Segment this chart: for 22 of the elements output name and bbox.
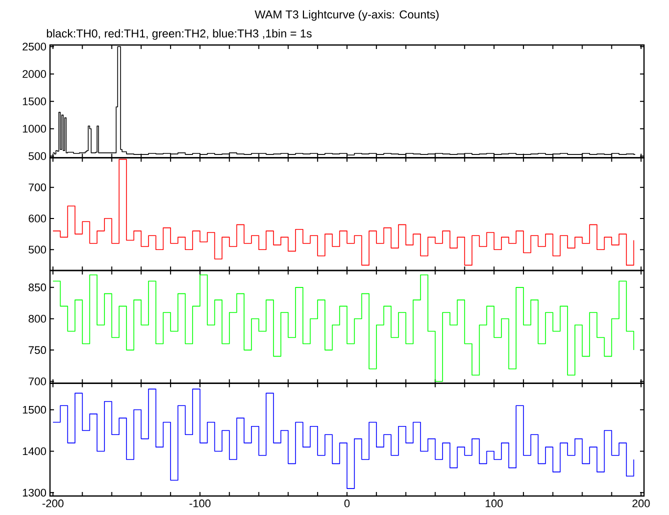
y-tick-label: 700 [28,183,46,192]
y-tick-label: 600 [28,214,46,222]
x-tick-label: 100 [486,500,503,508]
y-tick-label: 2000 [22,70,46,78]
y-tick-label: 1300 [22,488,46,497]
y-tick-label: 800 [28,314,46,323]
x-tick-label: -200 [42,500,64,508]
x-tick-label: -100 [189,500,210,508]
y-tick-label: 500 [28,246,46,254]
y-tick-label: 500 [28,152,46,160]
chart-title: WAM T3 Lightcurve (y-axis: Counts) [254,10,439,21]
x-tick-label: 0 [344,500,350,508]
chart-subtitle: black:TH0, red:TH1, green:TH2, blue:TH3 ,1bin = 1s [46,29,312,40]
y-tick-label: 700 [28,378,46,386]
y-tick-label: 750 [28,346,46,354]
x-tick-label: 200 [632,500,650,508]
y-tick-label: 1000 [22,124,46,133]
y-tick-label: 1500 [22,98,46,106]
y-tick-label: 1400 [22,447,46,456]
y-tick-label: 850 [28,284,46,292]
y-tick-label: 2500 [22,42,46,51]
y-tick-label: 1500 [22,406,46,414]
